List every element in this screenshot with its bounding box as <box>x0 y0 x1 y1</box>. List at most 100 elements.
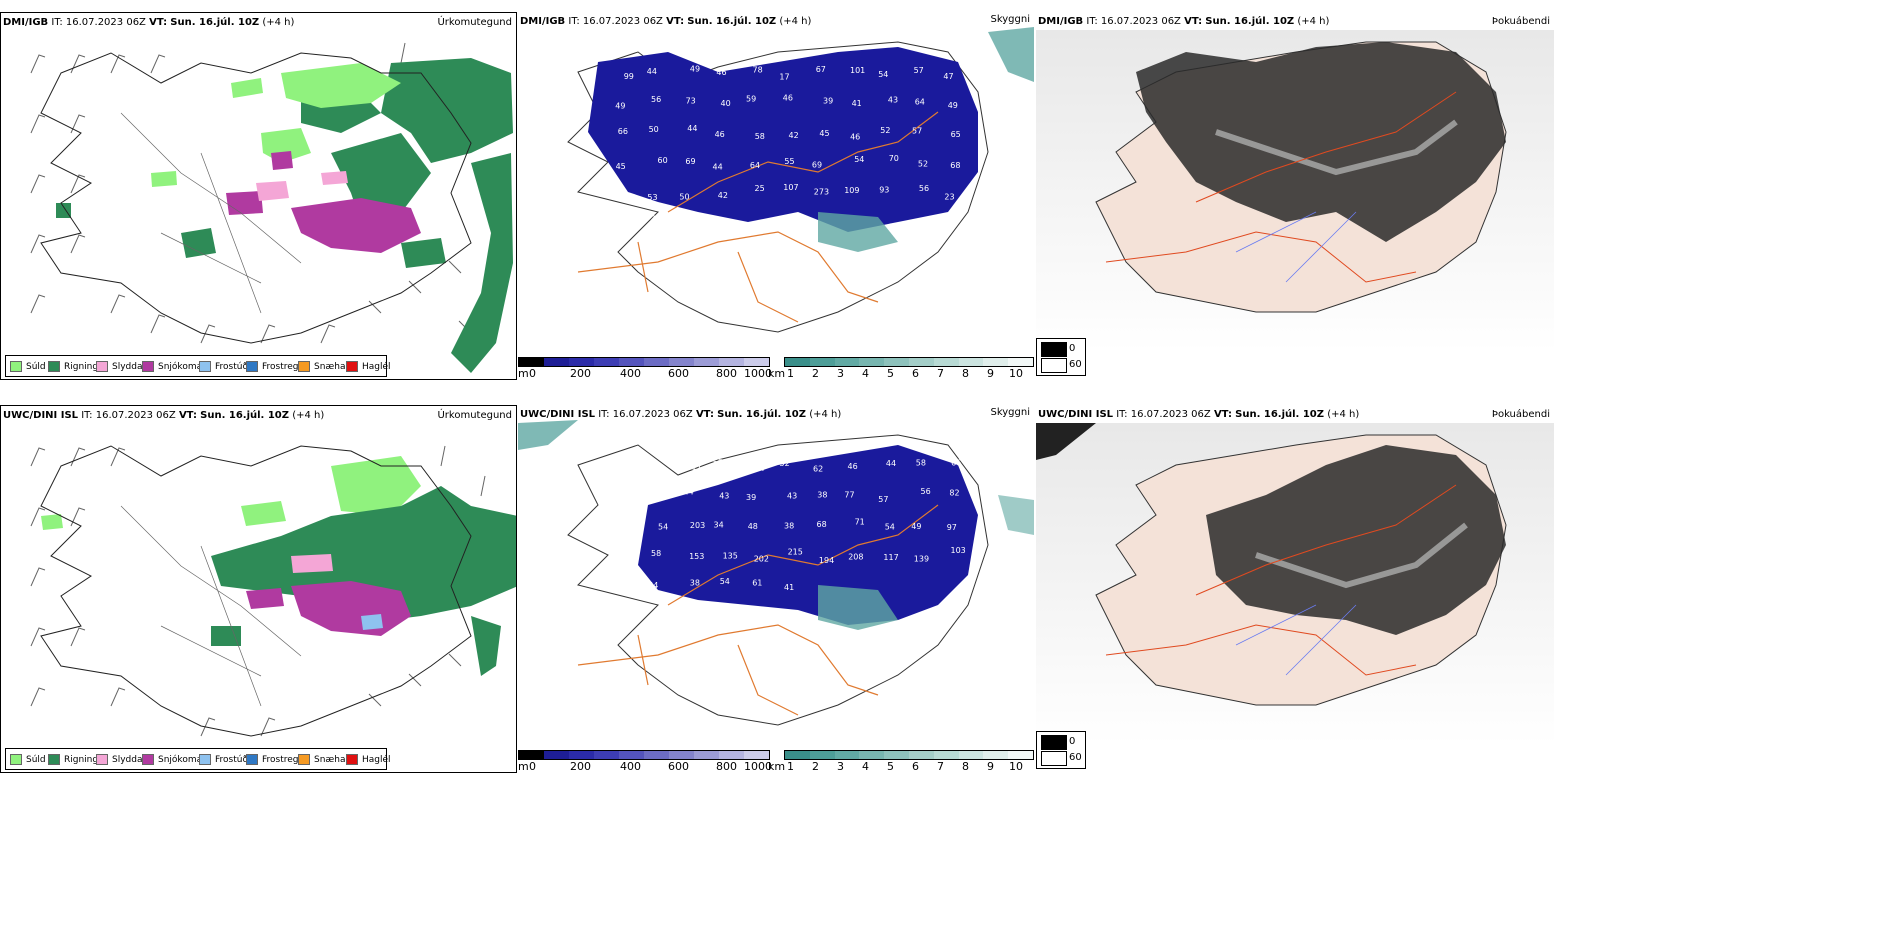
ceiling-label: 75 <box>623 466 633 475</box>
ceiling-label: 153 <box>689 552 704 561</box>
visibility-tick: 1 <box>787 760 794 773</box>
low-cloud-area <box>588 47 978 232</box>
ceiling-label: 70 <box>889 154 899 163</box>
visibility-colorbar <box>784 750 1034 760</box>
freezing-drizzle-areas <box>361 614 383 630</box>
ceiling-label: 93 <box>879 186 889 195</box>
fog-swatch <box>1041 751 1067 766</box>
visibility-tick: 3 <box>837 760 844 773</box>
colorbar-segment <box>809 358 835 366</box>
ceiling-tick: 200 <box>570 367 591 380</box>
ceiling-label: 46 <box>716 68 726 77</box>
ceiling-label: 51 <box>650 494 660 503</box>
visibility-tick: 10 <box>1009 760 1023 773</box>
visibility-colorbar <box>784 357 1034 367</box>
colorbar-segment <box>933 358 959 366</box>
legend-item: Súld <box>10 361 46 372</box>
colorbar-segment <box>983 358 1009 366</box>
fog-map <box>1036 30 1554 352</box>
ceiling-label: 39 <box>746 493 756 502</box>
colorbar-segment <box>669 358 694 366</box>
ceiling-label: 194 <box>819 556 834 565</box>
ceiling-label: 56 <box>919 184 929 193</box>
legend-swatch <box>142 754 154 765</box>
ceiling-unit: m <box>518 760 529 773</box>
ceiling-label: 67 <box>816 65 826 74</box>
legend-item: Rigning <box>48 361 98 372</box>
fog-panel-uwc: UWC/DINI ISL IT: 16.07.2023 06Z VT: Sun.… <box>1036 405 1554 773</box>
ceiling-label: 203 <box>690 521 705 530</box>
ceiling-label: 82 <box>949 489 959 498</box>
colorbar-segment <box>594 751 619 759</box>
ceiling-label: 66 <box>618 127 628 136</box>
precip-legend: Súld Rigning Slydda Snjókoma Frostúði Fr… <box>5 748 391 770</box>
legend-swatch <box>96 361 108 372</box>
ceiling-tick: 1000 <box>744 367 772 380</box>
ceiling-tick: 400 <box>620 367 641 380</box>
ceiling-label: 45 <box>819 129 829 138</box>
ceiling-label: 59 <box>746 95 756 104</box>
ceiling-label: 41 <box>852 99 862 108</box>
sleet-areas <box>256 171 348 201</box>
ceiling-label: 65 <box>951 130 961 139</box>
colorbar-segment <box>785 751 810 759</box>
visibility-tick: 10 <box>1009 367 1023 380</box>
colorbar-segment <box>519 751 544 759</box>
legend-swatch <box>10 361 22 372</box>
ceiling-tick: 600 <box>668 367 689 380</box>
ceiling-label: 215 <box>788 548 803 557</box>
ceiling-label: 53 <box>647 193 657 202</box>
colorbar-segment <box>859 751 885 759</box>
fog-legend: 0 60 <box>1036 338 1086 376</box>
ceiling-label: 73 <box>686 97 696 106</box>
colorbar-segment <box>958 358 984 366</box>
fog-swatch <box>1041 735 1067 750</box>
ceiling-label: 99 <box>624 72 634 81</box>
legend-item: Frostúði <box>199 361 250 372</box>
ceiling-label: 58 <box>755 132 765 141</box>
legend-item: Haglél <box>346 361 391 372</box>
precip-type-panel-uwc: UWC/DINI ISL IT: 16.07.2023 06Z VT: Sun.… <box>0 405 517 773</box>
visibility-tick: 7 <box>937 760 944 773</box>
ceiling-labels: 75 58 117 58 97 52 62 46 44 58 66 69 51 44 43 39 43 38 77 5… <box>618 458 966 592</box>
colorbar-segment <box>544 751 569 759</box>
visibility-unit: km <box>768 760 786 773</box>
ceiling-label: 46 <box>715 130 725 139</box>
colorbar-segment <box>594 358 619 366</box>
ceiling-label: 54 <box>720 577 730 586</box>
ceiling-label: 50 <box>618 582 628 591</box>
legend-swatch <box>10 754 22 765</box>
panel-name: Úrkomutegund <box>437 17 512 28</box>
roads <box>1105 91 1457 283</box>
colorbar-segment <box>933 751 959 759</box>
ceiling-label: 135 <box>723 552 738 561</box>
ceiling-tick: 0 <box>529 760 536 773</box>
ceiling-label: 34 <box>714 521 724 530</box>
ceiling-label: 68 <box>950 161 960 170</box>
ceiling-label: 44 <box>684 487 694 496</box>
rivers <box>1235 211 1357 283</box>
ceiling-tick: 600 <box>668 760 689 773</box>
ceiling-label: 56 <box>651 95 661 104</box>
visibility-tick: 1 <box>787 367 794 380</box>
fog-area <box>1206 445 1506 635</box>
ceiling-label: 57 <box>878 495 888 504</box>
ceiling-label: 40 <box>721 99 731 108</box>
legend-swatch <box>142 361 154 372</box>
visibility-tick: 9 <box>987 367 994 380</box>
ceiling-label: 49 <box>690 64 700 73</box>
ceiling-label: 17 <box>779 72 789 81</box>
ceiling-label: 92 <box>621 548 631 557</box>
ceiling-label: 49 <box>948 101 958 110</box>
ceiling-label: 107 <box>783 183 798 192</box>
ceiling-colorbar <box>518 750 770 760</box>
ceiling-label: 52 <box>880 126 890 135</box>
ceiling-label: 57 <box>912 126 922 135</box>
ceiling-label: 47 <box>943 72 953 81</box>
ceiling-label: 43 <box>888 96 898 105</box>
ceiling-tick: 0 <box>529 367 536 380</box>
colorbar-segment <box>694 358 719 366</box>
ceiling-label: 39 <box>823 97 833 106</box>
legend-swatch <box>298 754 310 765</box>
legend-item: Rigning <box>48 754 98 765</box>
